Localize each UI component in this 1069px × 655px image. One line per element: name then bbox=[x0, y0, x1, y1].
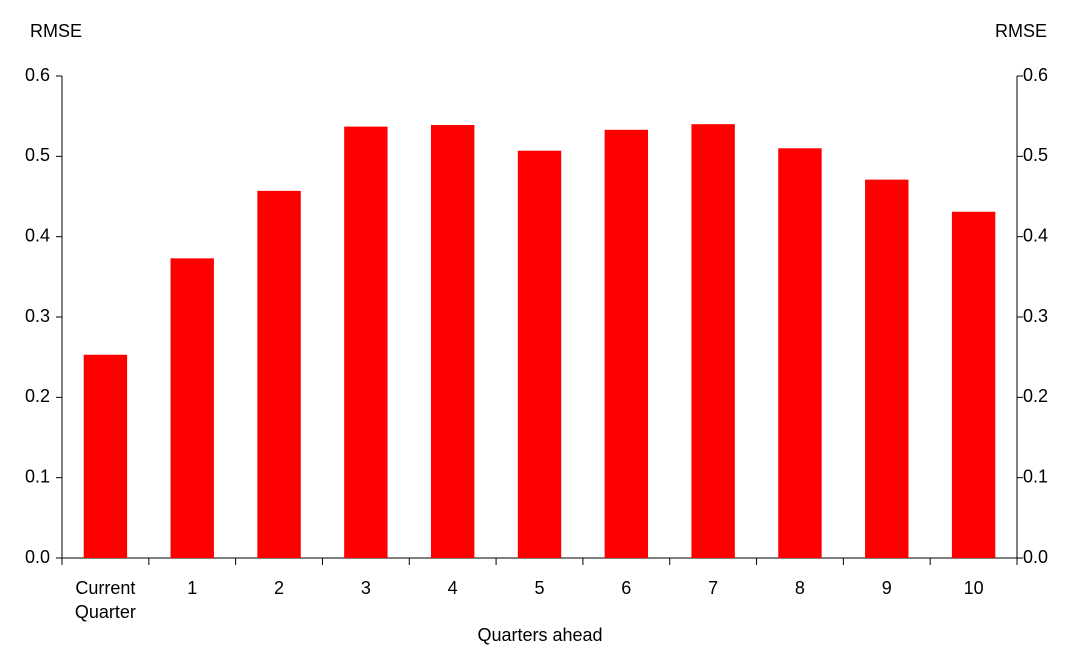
x-tick-label: 5 bbox=[534, 578, 545, 598]
bar bbox=[344, 126, 388, 559]
y-tick-label: 0.3 bbox=[25, 306, 50, 326]
bar bbox=[517, 150, 562, 558]
x-tick-label: 9 bbox=[881, 578, 892, 598]
x-tick-label: 8 bbox=[794, 578, 805, 598]
x-tick-label: 6 bbox=[621, 578, 632, 598]
x-tick-label: 2 bbox=[274, 578, 285, 598]
bar bbox=[257, 190, 301, 559]
y-tick-label: 0.0 bbox=[25, 547, 50, 567]
y-tick-label: 0.4 bbox=[25, 225, 50, 245]
y-tick-label: 0.1 bbox=[25, 466, 50, 486]
x-tick-label: 3 bbox=[360, 578, 371, 598]
y-tick-label: 0.6 bbox=[25, 65, 50, 85]
bar bbox=[604, 129, 649, 558]
y2-tick-label: 0.5 bbox=[1023, 145, 1048, 165]
x-tick-label: 7 bbox=[708, 578, 719, 598]
y2-tick-label: 0.6 bbox=[1023, 65, 1048, 85]
bar bbox=[691, 124, 735, 558]
bar bbox=[83, 354, 128, 558]
x-tick-label: 1 bbox=[187, 578, 198, 598]
bar bbox=[865, 179, 909, 558]
x-tick-label: 10 bbox=[963, 578, 984, 598]
y2-tick-label: 0.4 bbox=[1023, 225, 1048, 245]
bar bbox=[170, 258, 214, 558]
y2-tick-label: 0.1 bbox=[1023, 466, 1048, 486]
x-axis-label: Quarters ahead bbox=[477, 625, 602, 645]
x-tick-label: Current Quarter bbox=[74, 578, 136, 622]
x-tick-label: 4 bbox=[447, 578, 458, 598]
bar bbox=[430, 125, 475, 559]
y-tick-label: 0.5 bbox=[25, 145, 50, 165]
bar bbox=[951, 211, 996, 558]
y-tick-label: 0.2 bbox=[25, 386, 50, 406]
y2-axis-label: RMSE bbox=[995, 21, 1047, 41]
y2-tick-label: 0.0 bbox=[1023, 547, 1048, 567]
bar bbox=[778, 148, 822, 559]
y-axis-label: RMSE bbox=[30, 21, 82, 41]
y2-tick-label: 0.2 bbox=[1023, 386, 1048, 406]
y2-tick-label: 0.3 bbox=[1023, 306, 1048, 326]
